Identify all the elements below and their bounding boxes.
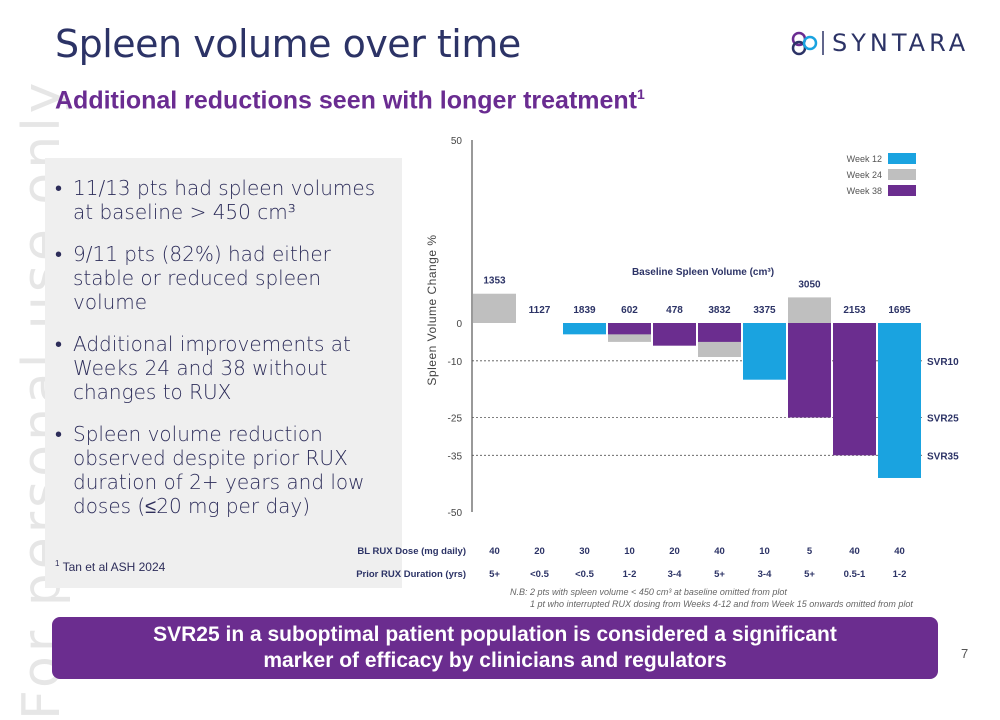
page-title: Spleen volume over time: [55, 22, 521, 66]
chart-note: N.B: 2 pts with spleen volume < 450 cm³ …: [510, 587, 787, 597]
bar-w38: [788, 323, 831, 418]
baseline-value-label: 2153: [843, 305, 866, 316]
y-tick-label: -35: [448, 451, 463, 462]
legend-swatch: [888, 153, 916, 164]
baseline-value-label: 1127: [529, 305, 551, 316]
summary-bullets: • 11/13 pts had spleen volumes at baselin…: [53, 176, 393, 536]
duration-cell: 5+: [714, 569, 725, 580]
conclusion-banner: SVR25 in a suboptimal patient population…: [52, 617, 938, 679]
bullet-item: • 11/13 pts had spleen volumes at baselin…: [55, 176, 376, 224]
dose-cell: 40: [849, 546, 860, 557]
subtitle-footnote-mark: 1: [637, 86, 645, 102]
bar-w38: [833, 323, 876, 456]
baseline-value-label: 1839: [573, 305, 596, 316]
dose-cell: 20: [534, 546, 545, 557]
logo-text: SYNTARA: [832, 29, 970, 57]
duration-cell: 3-4: [758, 569, 772, 580]
summary-panel: • 11/13 pts had spleen volumes at baselin…: [45, 158, 402, 588]
dose-row-label: BL RUX Dose (mg daily): [357, 546, 466, 557]
duration-cell: <0.5: [530, 569, 549, 580]
bullet-item: • Additional improvements at Weeks 24 and…: [55, 332, 351, 404]
dose-cell: 40: [489, 546, 500, 557]
bar-w38: [698, 323, 741, 342]
bar-w24: [788, 297, 831, 323]
bar-w38: [653, 323, 696, 346]
baseline-value-label: 478: [666, 305, 683, 316]
y-tick-label: -25: [448, 414, 463, 425]
page-number: 7: [961, 646, 969, 661]
footnote: 1 Tan et al ASH 2024: [55, 559, 166, 574]
baseline-value-label: 1353: [483, 276, 506, 287]
reference-label: SVR35: [927, 451, 959, 462]
dose-cell: 10: [624, 546, 635, 557]
dose-cell: 30: [579, 546, 590, 557]
duration-row-label: Prior RUX Duration (yrs): [356, 569, 466, 580]
chart-note: 1 pt who interrupted RUX dosing from Wee…: [530, 599, 913, 609]
company-logo: SYNTARA: [790, 28, 969, 58]
duration-cell: 0.5-1: [844, 569, 866, 580]
logo-mark-icon: [791, 31, 818, 56]
y-tick-label: 0: [456, 319, 462, 330]
bullet-item: • Spleen volume reduction observed despit…: [55, 422, 365, 518]
dose-cell: 10: [759, 546, 770, 557]
duration-cell: <0.5: [575, 569, 594, 580]
bar-w12: [743, 323, 786, 380]
bar-w38: [608, 323, 651, 335]
baseline-value-label: 1695: [888, 305, 911, 316]
logo-divider: [822, 31, 824, 55]
baseline-value-label: 3375: [753, 305, 776, 316]
legend-label: Week 12: [847, 154, 882, 164]
duration-cell: 1-2: [893, 569, 907, 580]
bar-w24: [473, 293, 516, 323]
spleen-volume-chart: 50 0 -10 -25 -35 -50 Spleen Volume Change % SVR…: [356, 136, 959, 609]
duration-cell: 3-4: [668, 569, 682, 580]
y-axis-label: Spleen Volume Change %: [425, 234, 439, 385]
baseline-value-label: 3832: [708, 305, 731, 316]
dose-cell: 5: [807, 546, 813, 557]
page-subtitle: Additional reductions seen with longer t…: [55, 86, 645, 115]
dose-cell: 40: [894, 546, 905, 557]
legend-swatch: [888, 169, 916, 180]
y-tick-label: -10: [448, 357, 463, 368]
dose-cell: 40: [714, 546, 725, 557]
baseline-value-label: 602: [621, 305, 638, 316]
dose-cell: 20: [669, 546, 680, 557]
banner-line-2: marker of efficacy by clinicians and reg…: [263, 649, 727, 672]
bar-w12: [878, 323, 921, 478]
duration-cell: 5+: [804, 569, 815, 580]
legend-label: Week 24: [847, 170, 882, 180]
legend-label: Week 38: [847, 186, 882, 196]
banner-line-1: SVR25 in a suboptimal patient population…: [153, 623, 837, 646]
subtitle-text: Additional reductions seen with longer t…: [55, 86, 638, 115]
reference-label: SVR10: [927, 357, 959, 368]
baseline-volume-label: Baseline Spleen Volume (cm³): [632, 267, 774, 278]
baseline-value-label: 3050: [798, 279, 821, 290]
bullet-item: • 9/11 pts (82%) had either stable or red…: [55, 242, 331, 314]
y-tick-label: 50: [451, 136, 463, 147]
y-tick-label: -50: [448, 508, 463, 519]
bar-w12: [563, 323, 606, 335]
legend-swatch: [888, 185, 916, 196]
duration-cell: 5+: [489, 569, 500, 580]
duration-cell: 1-2: [623, 569, 637, 580]
reference-label: SVR25: [927, 414, 959, 425]
